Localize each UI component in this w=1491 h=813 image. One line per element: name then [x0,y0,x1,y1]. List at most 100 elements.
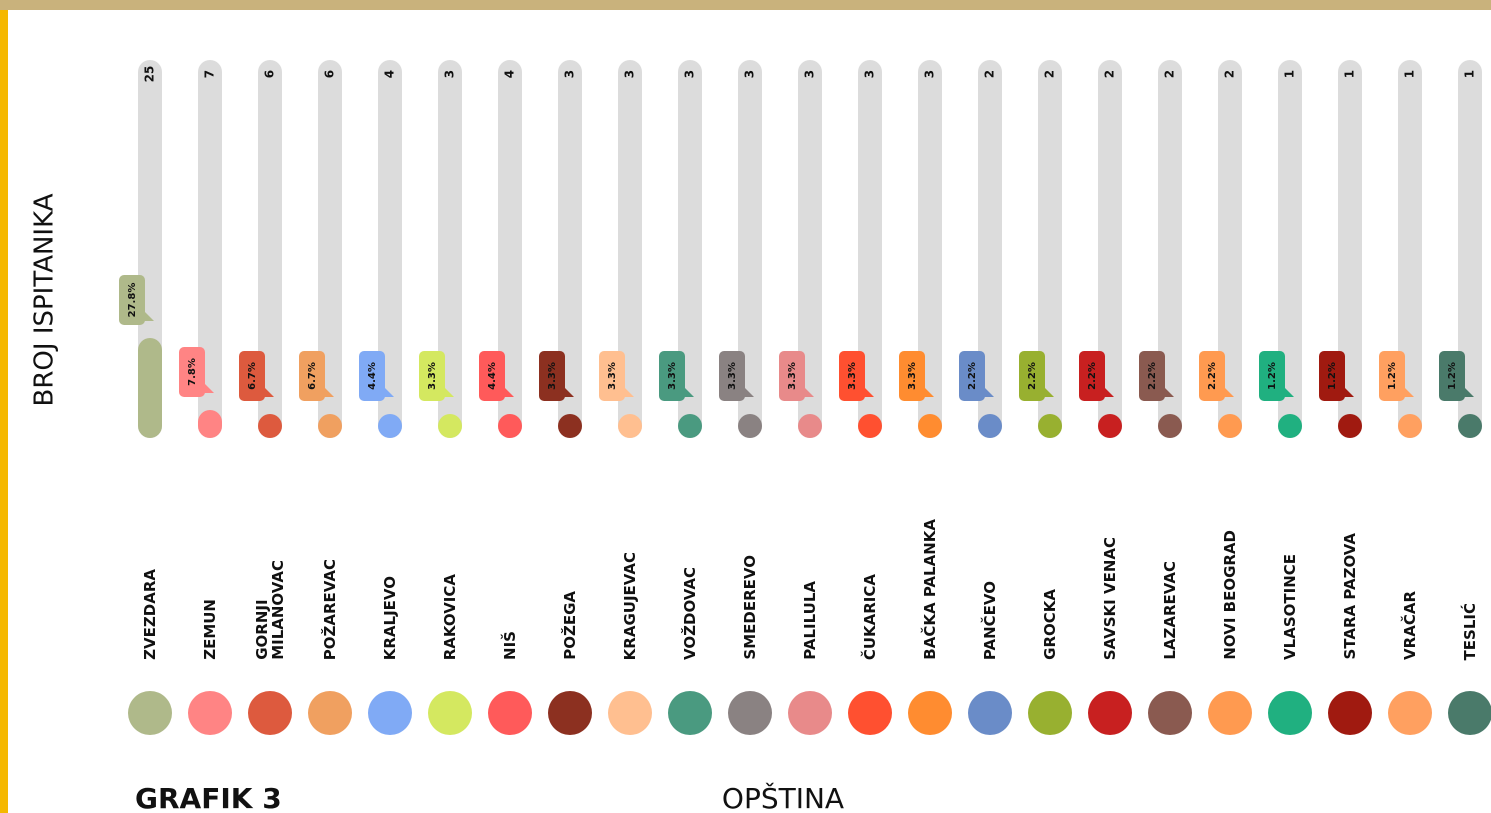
legend-dot [128,691,172,735]
category-label: VRAČAR [1401,591,1419,660]
track [1218,60,1242,438]
bar [798,414,822,438]
callout-tail [324,387,334,397]
track [1338,60,1362,438]
callout: 4.4% [359,351,394,401]
value-label: 1 [1343,70,1357,78]
share-label: 3.3% [427,362,438,390]
legend-dot [1448,691,1491,735]
callout: 27.8% [119,275,154,325]
callout: 1.2% [1259,351,1294,401]
track [498,60,522,438]
category-label: BAČKA PALANKA [921,519,939,660]
bar [1338,414,1362,438]
category-label: VLASOTINCE [1281,554,1299,660]
value-label: 3 [863,70,877,78]
callout-box [899,351,925,401]
track [378,60,402,438]
callout-box [599,351,625,401]
callout-tail [1344,387,1354,397]
value-label: 2 [1103,70,1117,78]
callout-tail [924,387,934,397]
bar [1158,414,1182,438]
legend-dot [428,691,472,735]
share-label: 3.3% [727,362,738,390]
callout-tail [864,387,874,397]
callout-tail [1164,387,1174,397]
callout-box [1259,351,1285,401]
callout-tail [444,387,454,397]
bar [378,414,402,438]
share-label: 3.3% [847,362,858,390]
callout-box [539,351,565,401]
share-label: 1.2% [1447,362,1458,390]
category-label: SMEDEREVO [741,555,759,660]
callout-box [239,351,265,401]
legend-dot [188,691,232,735]
callout-tail [1104,387,1114,397]
value-label: 4 [383,70,397,78]
callout-tail [1464,387,1474,397]
value-label: 3 [443,70,457,78]
track [258,60,282,438]
bar [858,414,882,438]
value-label: 1 [1283,70,1297,78]
callout-box [359,351,385,401]
callout-box [1319,351,1345,401]
callout: 2.2% [1199,351,1234,401]
value-label: 2 [983,70,997,78]
callout-tail [1224,387,1234,397]
share-label: 1.2% [1327,362,1338,390]
callout-box [1199,351,1225,401]
legend-dot [848,691,892,735]
value-label: 1 [1403,70,1417,78]
value-label: 3 [803,70,817,78]
callout-tail [144,311,154,321]
callout-tail [1284,387,1294,397]
category-label: TESLIĆ [1461,602,1479,660]
callout-box [479,351,505,401]
callout-tail [1404,387,1414,397]
track [918,60,942,438]
track [558,60,582,438]
callout-tail [204,383,214,393]
callout-box [179,347,205,397]
callout-box [719,351,745,401]
legend-dot [488,691,532,735]
value-label: 3 [683,70,697,78]
legend-dot [1208,691,1252,735]
callout-tail [384,387,394,397]
callout-box [1139,351,1165,401]
share-label: 1.2% [1387,362,1398,390]
share-label: 1.2% [1267,362,1278,390]
category-label: STARA PAZOVA [1341,533,1359,660]
category-label: ČUKARICA [861,573,879,660]
callout-tail [624,387,634,397]
bar [438,414,462,438]
callout-box [419,351,445,401]
bar [1218,414,1242,438]
track [858,60,882,438]
callout: 3.3% [659,351,694,401]
value-label: 3 [563,70,577,78]
share-label: 3.3% [787,362,798,390]
legend-dot [788,691,832,735]
callout: 3.3% [719,351,754,401]
caption: GRAFIK 3 [135,782,282,813]
legend-dot [1028,691,1072,735]
bar [318,414,342,438]
track [978,60,1002,438]
callout-tail [1044,387,1054,397]
callout: 1.2% [1319,351,1354,401]
callout: 1.2% [1379,351,1414,401]
callout: 3.3% [779,351,814,401]
category-label: GROCKA [1041,589,1059,660]
callout-tail [744,387,754,397]
value-label: 6 [323,70,337,78]
value-label: 6 [263,70,277,78]
track [738,60,762,438]
category-label: NIŠ [501,631,519,660]
callout-tail [564,387,574,397]
